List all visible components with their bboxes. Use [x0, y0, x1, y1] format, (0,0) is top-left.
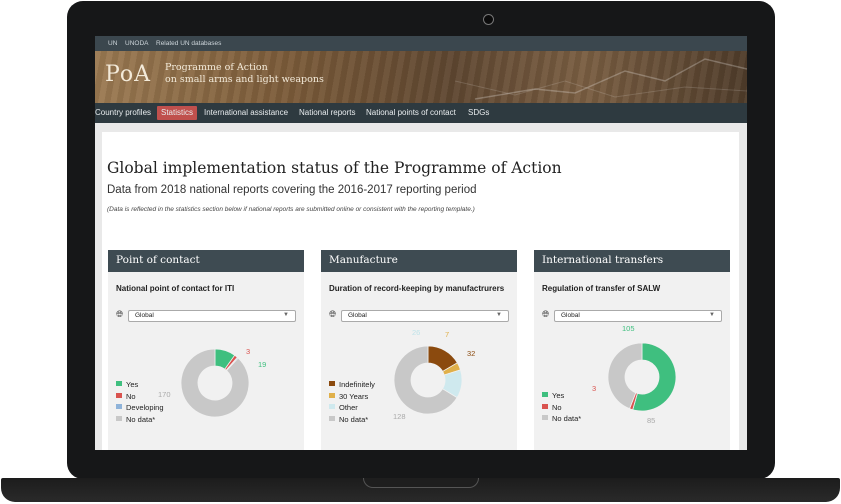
pie-chart [393, 345, 463, 415]
data-label-no-data: 128 [393, 412, 406, 421]
region-select[interactable]: Global ▼ [341, 310, 509, 322]
chart-legend: Indefinitely 30 Years Other No data* [329, 380, 375, 426]
pie-slice-no-data[interactable] [607, 342, 643, 410]
header-banner: PoA Programme of Action on small arms an… [95, 51, 747, 103]
page-subtitle: Data from 2018 national reports covering… [107, 184, 477, 196]
data-label-30-years: 7 [445, 330, 450, 339]
data-label-yes: 105 [622, 324, 635, 333]
data-label-other: 26 [412, 328, 421, 337]
chevron-down-icon: ▼ [709, 312, 715, 318]
region-select[interactable]: Global ▼ [554, 310, 722, 322]
card-international-transfers: International transfers Regulation of tr… [534, 250, 730, 450]
browser-screen: UN UNODA Related UN databases PoA Progra… [95, 36, 747, 450]
nav-sdgs[interactable]: SDGs [468, 108, 490, 117]
pie-slice-no-data[interactable] [180, 348, 250, 418]
top-link-un[interactable]: UN [108, 40, 118, 47]
card-point-of-contact: Point of contact National point of conta… [108, 250, 304, 450]
chart-legend: Yes No Developing No data* [116, 380, 164, 426]
legend-item: Yes [116, 380, 164, 392]
data-label-no-data: 85 [647, 416, 656, 425]
pie-slice-yes[interactable] [632, 342, 677, 412]
top-link-unoda[interactable]: UNODA [125, 40, 149, 47]
legend-item: No [542, 403, 581, 415]
chevron-down-icon: ▼ [496, 312, 502, 318]
chart-legend: Yes No No data* [542, 391, 581, 426]
main-content: Global implementation status of the Prog… [102, 132, 739, 450]
globe-icon: 🌐︎ [542, 309, 550, 319]
legend-item: Indefinitely [329, 380, 375, 392]
data-label-indefinitely: 32 [467, 349, 476, 358]
banner-title: Programme of Action on small arms and li… [165, 62, 324, 85]
globe-icon: 🌐︎ [329, 309, 337, 319]
laptop-notch [363, 478, 479, 488]
legend-item: 30 Years [329, 392, 375, 404]
data-label-no-data: 170 [158, 390, 171, 399]
card-manufacture: Manufacture Duration of record-keeping b… [321, 250, 517, 450]
pie-chart [180, 348, 250, 418]
poa-logo[interactable]: PoA [105, 62, 152, 87]
nav-statistics[interactable]: Statistics [157, 106, 198, 120]
card-header: Manufacture [321, 250, 517, 272]
data-label-no: 3 [592, 384, 597, 393]
top-link-related-databases[interactable]: Related UN databases [156, 40, 222, 47]
legend-item: Other [329, 403, 375, 415]
banner-decoration [455, 58, 747, 100]
legend-item: No data* [329, 415, 375, 427]
legend-item: No data* [542, 414, 581, 426]
page-title: Global implementation status of the Prog… [107, 159, 562, 177]
card-title: Manufacture [329, 254, 398, 266]
main-nav: Country profiles Statistics Internationa… [95, 103, 747, 123]
card-header: Point of contact [108, 250, 304, 272]
camera-icon [483, 14, 494, 25]
card-title: Point of contact [116, 254, 200, 266]
globe-icon: 🌐︎ [116, 309, 124, 319]
data-label-no: 3 [246, 347, 251, 356]
legend-item: No [116, 392, 164, 404]
legend-item: No data* [116, 415, 164, 427]
card-header: International transfers [534, 250, 730, 272]
pie-chart [607, 342, 677, 412]
nav-international-assistance[interactable]: International assistance [204, 108, 289, 117]
legend-item: Yes [542, 391, 581, 403]
card-subtitle: Duration of record-keeping by manufactru… [329, 284, 505, 293]
card-title: International transfers [542, 254, 664, 266]
region-select[interactable]: Global ▼ [128, 310, 296, 322]
card-subtitle: Regulation of transfer of SALW [542, 284, 661, 293]
legend-item: Developing [116, 403, 164, 415]
chevron-down-icon: ▼ [283, 312, 289, 318]
nav-national-reports[interactable]: National reports [299, 108, 356, 117]
data-note: (Data is reflected in the statistics sec… [107, 206, 475, 213]
top-link-bar: UN UNODA Related UN databases [95, 36, 747, 51]
nav-national-points-of-contact[interactable]: National points of contact [366, 108, 456, 117]
card-subtitle: National point of contact for ITI [116, 284, 235, 293]
nav-country-profiles[interactable]: Country profiles [95, 108, 152, 117]
pie-slice-no-data[interactable] [393, 345, 458, 415]
data-label-yes: 19 [258, 360, 267, 369]
